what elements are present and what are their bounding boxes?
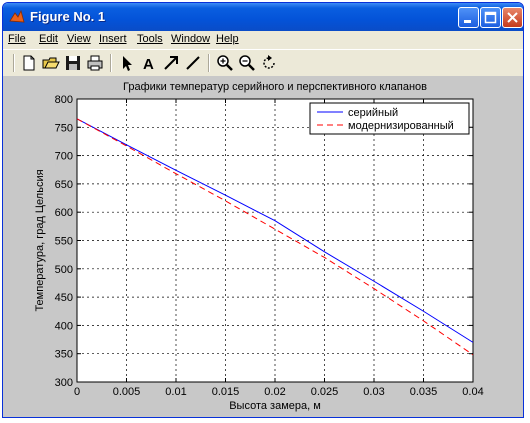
- minimize-button[interactable]: [458, 7, 479, 28]
- window-title: Figure No. 1: [30, 9, 106, 24]
- x-tick-label: 0.005: [113, 386, 141, 398]
- close-icon: [507, 12, 518, 23]
- legend-label-serial: серийный: [348, 107, 398, 119]
- open-folder-icon[interactable]: [41, 53, 61, 73]
- y-tick-label: 600: [55, 207, 73, 219]
- y-tick-label: 650: [55, 179, 73, 191]
- x-tick-label: 0.02: [264, 386, 285, 398]
- minimize-icon: [464, 20, 471, 23]
- chart-title: Графики температур серийного и перспекти…: [123, 81, 427, 93]
- series-line-modernized: [76, 118, 474, 356]
- arrow-icon[interactable]: [161, 53, 181, 73]
- x-tick-label: 0.035: [410, 386, 438, 398]
- y-tick-label: 450: [55, 292, 73, 304]
- x-tick-label: 0.015: [212, 386, 240, 398]
- toolbar-separator-2: [208, 54, 210, 72]
- y-axis-label: Температура, град Цельсия: [34, 169, 46, 311]
- figure-canvas: 0 0.005 0.01 0.015 0.02 0.025 0.03 0.035 0.04 300…: [3, 76, 523, 417]
- matlab-logo-icon: [9, 9, 25, 23]
- text-icon[interactable]: A: [139, 53, 159, 73]
- chart: 0 0.005 0.01 0.015 0.02 0.025 0.03 0.035 0.04 300…: [34, 81, 484, 412]
- y-tick-label: 700: [55, 151, 73, 163]
- menu-bar: File Edit View Insert Tools Window Help: [3, 31, 523, 48]
- toolbar-separator: [110, 54, 112, 72]
- maximize-button[interactable]: [480, 7, 501, 28]
- legend[interactable]: серийный модернизированный: [309, 102, 470, 135]
- menu-view[interactable]: View: [67, 33, 91, 45]
- close-button[interactable]: [502, 7, 523, 28]
- y-tick-label: 300: [55, 377, 73, 389]
- maximize-icon: [484, 11, 497, 24]
- select-arrow-icon[interactable]: [117, 53, 137, 73]
- y-tick-label: 800: [55, 94, 73, 106]
- x-axis-label: Высота замера, м: [229, 400, 321, 412]
- y-tick-label: 500: [55, 264, 73, 276]
- new-file-icon[interactable]: [19, 53, 39, 73]
- x-tick-label: 0.01: [165, 386, 186, 398]
- zoom-in-icon[interactable]: [215, 53, 235, 73]
- x-tick-label: 0: [74, 386, 80, 398]
- x-tick-label: 0.03: [363, 386, 384, 398]
- zoom-out-icon[interactable]: [237, 53, 257, 73]
- rotate-icon[interactable]: [259, 53, 279, 73]
- y-tick-label: 750: [55, 122, 73, 134]
- legend-label-modernized: модернизированный: [348, 120, 454, 132]
- y-tick-label: 400: [55, 320, 73, 332]
- y-tick-label: 550: [55, 236, 73, 248]
- axis-ticks: 0 0.005 0.01 0.015 0.02 0.025 0.03 0.035 0.04 300…: [55, 94, 484, 398]
- menu-help[interactable]: Help: [216, 33, 239, 45]
- menu-window[interactable]: Window: [171, 33, 211, 45]
- print-icon[interactable]: [85, 53, 105, 73]
- svg-text:A: A: [143, 56, 154, 73]
- menu-insert[interactable]: Insert: [99, 33, 127, 45]
- legend-box: [309, 102, 470, 135]
- line-icon[interactable]: [183, 53, 203, 73]
- series-line-serial: [76, 118, 474, 343]
- toolbar-grip: [13, 54, 15, 72]
- x-tick-label: 0.04: [462, 386, 483, 398]
- series-layer: [76, 118, 474, 356]
- y-tick-label: 350: [55, 349, 73, 361]
- toolbar: A: [3, 49, 523, 77]
- x-tick-label: 0.025: [311, 386, 339, 398]
- save-icon[interactable]: [63, 53, 83, 73]
- menu-edit[interactable]: Edit: [39, 33, 58, 45]
- menu-file[interactable]: File: [8, 33, 26, 45]
- title-bar[interactable]: Figure No. 1: [3, 3, 523, 31]
- menu-tools[interactable]: Tools: [137, 33, 163, 45]
- figure-window: Figure No. 1 File Edit View Insert Tools…: [2, 2, 524, 418]
